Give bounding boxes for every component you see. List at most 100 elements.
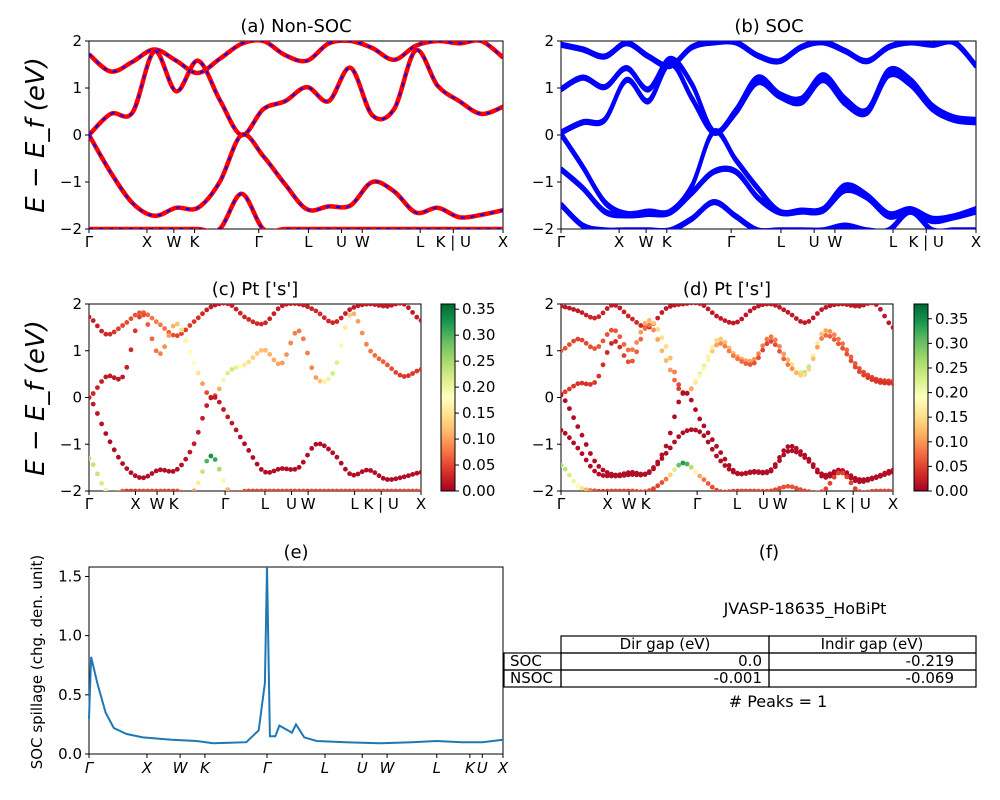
band-point xyxy=(831,474,837,480)
band-point xyxy=(781,448,787,454)
band-point xyxy=(195,480,201,486)
band-point xyxy=(561,427,564,433)
band-point xyxy=(267,316,273,322)
band-point xyxy=(103,374,109,380)
x-tick-label: K xyxy=(465,759,476,777)
band-point xyxy=(714,338,719,343)
band-point xyxy=(137,310,142,316)
band-point xyxy=(848,304,854,308)
band-point xyxy=(380,475,386,481)
band-point xyxy=(288,488,294,491)
band-line xyxy=(561,55,976,133)
band-point xyxy=(827,329,833,334)
band-point xyxy=(718,458,724,464)
band-point xyxy=(174,466,180,472)
band-point xyxy=(343,488,348,491)
col-header-indir: Indir gap (eV) xyxy=(821,635,924,653)
band-point xyxy=(95,323,100,329)
band-point xyxy=(111,447,117,453)
x-tick-label: L xyxy=(416,233,425,251)
band-point xyxy=(646,318,652,323)
band-point xyxy=(827,333,833,339)
band-point xyxy=(777,348,782,354)
band-line xyxy=(561,202,931,229)
band-point xyxy=(739,488,745,491)
band-point xyxy=(355,304,361,309)
band-point xyxy=(317,441,323,447)
cell-soc-dir: 0.0 xyxy=(738,652,762,670)
band-point xyxy=(149,315,155,321)
band-point xyxy=(764,488,770,491)
band-point xyxy=(886,320,892,326)
band-point xyxy=(372,470,378,476)
band-point xyxy=(343,325,348,330)
band-point xyxy=(789,366,795,372)
band-point xyxy=(187,449,193,455)
band-point xyxy=(793,445,799,451)
band-point xyxy=(793,449,799,455)
band-point xyxy=(111,329,117,335)
band-point xyxy=(777,485,782,491)
band-point xyxy=(111,375,117,381)
band-point xyxy=(600,467,606,473)
band-point xyxy=(200,415,205,421)
x-tick-label: L xyxy=(321,759,329,777)
band-point xyxy=(128,347,134,353)
band-point xyxy=(688,464,694,470)
band-point xyxy=(604,488,610,491)
colorbar-tick-label: 0.35 xyxy=(462,300,495,318)
band-point xyxy=(676,382,682,388)
band-point xyxy=(191,360,197,366)
band-point xyxy=(705,481,711,486)
band-point xyxy=(561,462,564,468)
band-point xyxy=(722,456,728,462)
band-point xyxy=(107,373,113,379)
band-point xyxy=(254,351,260,356)
band-point xyxy=(768,304,774,307)
band-point xyxy=(592,380,597,385)
band-point xyxy=(246,317,252,322)
band-point xyxy=(588,488,593,491)
band-point xyxy=(634,489,639,491)
band-point xyxy=(561,304,564,309)
band-point xyxy=(107,331,113,337)
band-point xyxy=(672,369,677,375)
band-point xyxy=(258,488,264,491)
band-point xyxy=(714,342,719,348)
x-tick-label: Γ xyxy=(727,233,736,251)
band-point xyxy=(600,310,606,316)
band-point xyxy=(321,315,327,321)
band-point xyxy=(714,487,719,491)
y-tick-label: 2 xyxy=(72,32,82,50)
x-tick-label: U xyxy=(357,759,368,777)
band-point xyxy=(802,320,808,326)
x-tick-label: X xyxy=(498,233,508,251)
band-point xyxy=(869,377,875,383)
band-point xyxy=(300,459,306,465)
band-point xyxy=(137,488,142,491)
band-point xyxy=(836,304,841,307)
band-point xyxy=(149,488,155,491)
band-point xyxy=(321,488,327,491)
band-point xyxy=(684,391,690,396)
band-point xyxy=(747,488,753,491)
title-c: (c) Pt ['s'] xyxy=(212,279,299,300)
band-point xyxy=(393,476,399,482)
band-point xyxy=(170,469,176,474)
band-point xyxy=(229,367,235,372)
band-point xyxy=(604,332,610,337)
band-point xyxy=(777,455,782,460)
y-tick-label: 1 xyxy=(544,79,554,97)
colorbar-tick-label: 0.30 xyxy=(935,334,968,352)
x-tick-label: W xyxy=(380,759,396,777)
band-point xyxy=(865,375,871,381)
x-tick-label: W xyxy=(355,233,370,251)
band-point xyxy=(613,488,618,491)
band-point xyxy=(751,305,757,311)
band-point xyxy=(663,358,669,363)
band-point xyxy=(785,444,791,450)
band-point xyxy=(334,319,340,324)
band-point xyxy=(751,360,757,366)
band-point xyxy=(351,311,357,317)
